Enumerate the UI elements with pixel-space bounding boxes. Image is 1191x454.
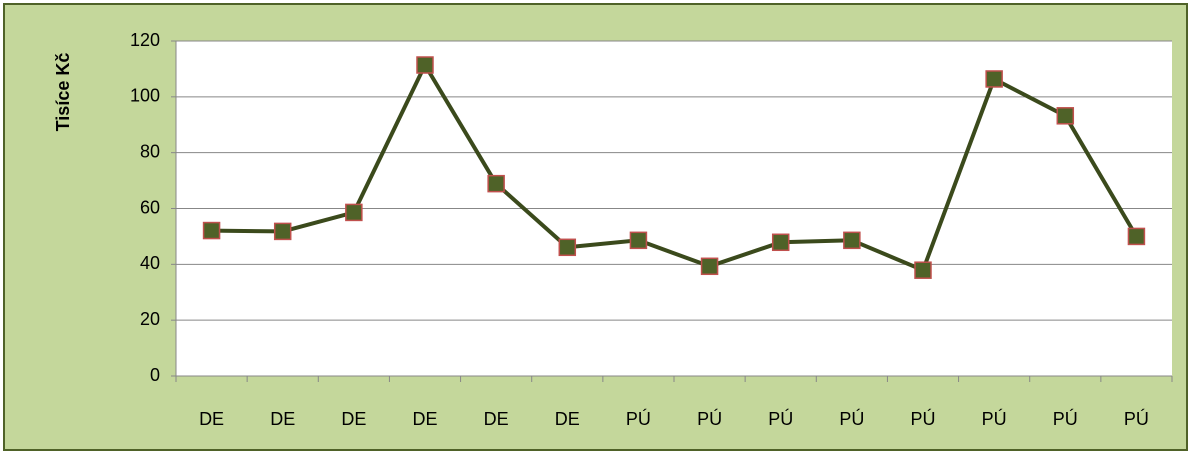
y-tick-label: 0 <box>150 365 160 385</box>
y-axis-label: Tisíce Kč <box>53 53 73 132</box>
y-tick-label: 20 <box>140 309 160 329</box>
marker <box>700 257 719 276</box>
marker <box>914 261 932 279</box>
x-tick-label: PÚ <box>1053 408 1078 429</box>
x-tick-label: DE <box>341 409 366 429</box>
series-line <box>211 63 1139 273</box>
x-tick-label: PÚ <box>982 408 1007 429</box>
marker <box>202 221 221 240</box>
y-tick-label: 80 <box>140 141 160 161</box>
marker <box>629 231 648 250</box>
x-tick-label: PÚ <box>697 408 722 429</box>
y-tick-label: 60 <box>140 197 160 217</box>
marker <box>345 203 363 222</box>
marker <box>1056 107 1075 125</box>
marker <box>985 70 1003 88</box>
marker <box>487 174 505 193</box>
x-tick-label: PÚ <box>910 408 935 429</box>
marker <box>843 231 861 250</box>
x-tick-label: DE <box>270 409 295 429</box>
x-tick-label: DE <box>199 409 224 429</box>
x-tick-label: PÚ <box>1124 408 1149 429</box>
marker <box>771 233 790 252</box>
x-tick-label: PÚ <box>839 408 864 429</box>
marker <box>1127 227 1146 246</box>
y-tick-label: 100 <box>130 86 160 106</box>
x-tick-label: DE <box>484 409 509 429</box>
marker <box>416 56 434 74</box>
y-tick-label: 40 <box>140 253 160 273</box>
y-tick-label: 120 <box>130 30 160 50</box>
x-tick-label: DE <box>555 409 580 429</box>
x-tick-label: PÚ <box>768 408 793 429</box>
marker <box>558 238 577 257</box>
x-tick-label: DE <box>412 409 437 429</box>
x-tick-label: PÚ <box>626 408 651 429</box>
marker <box>273 222 292 241</box>
